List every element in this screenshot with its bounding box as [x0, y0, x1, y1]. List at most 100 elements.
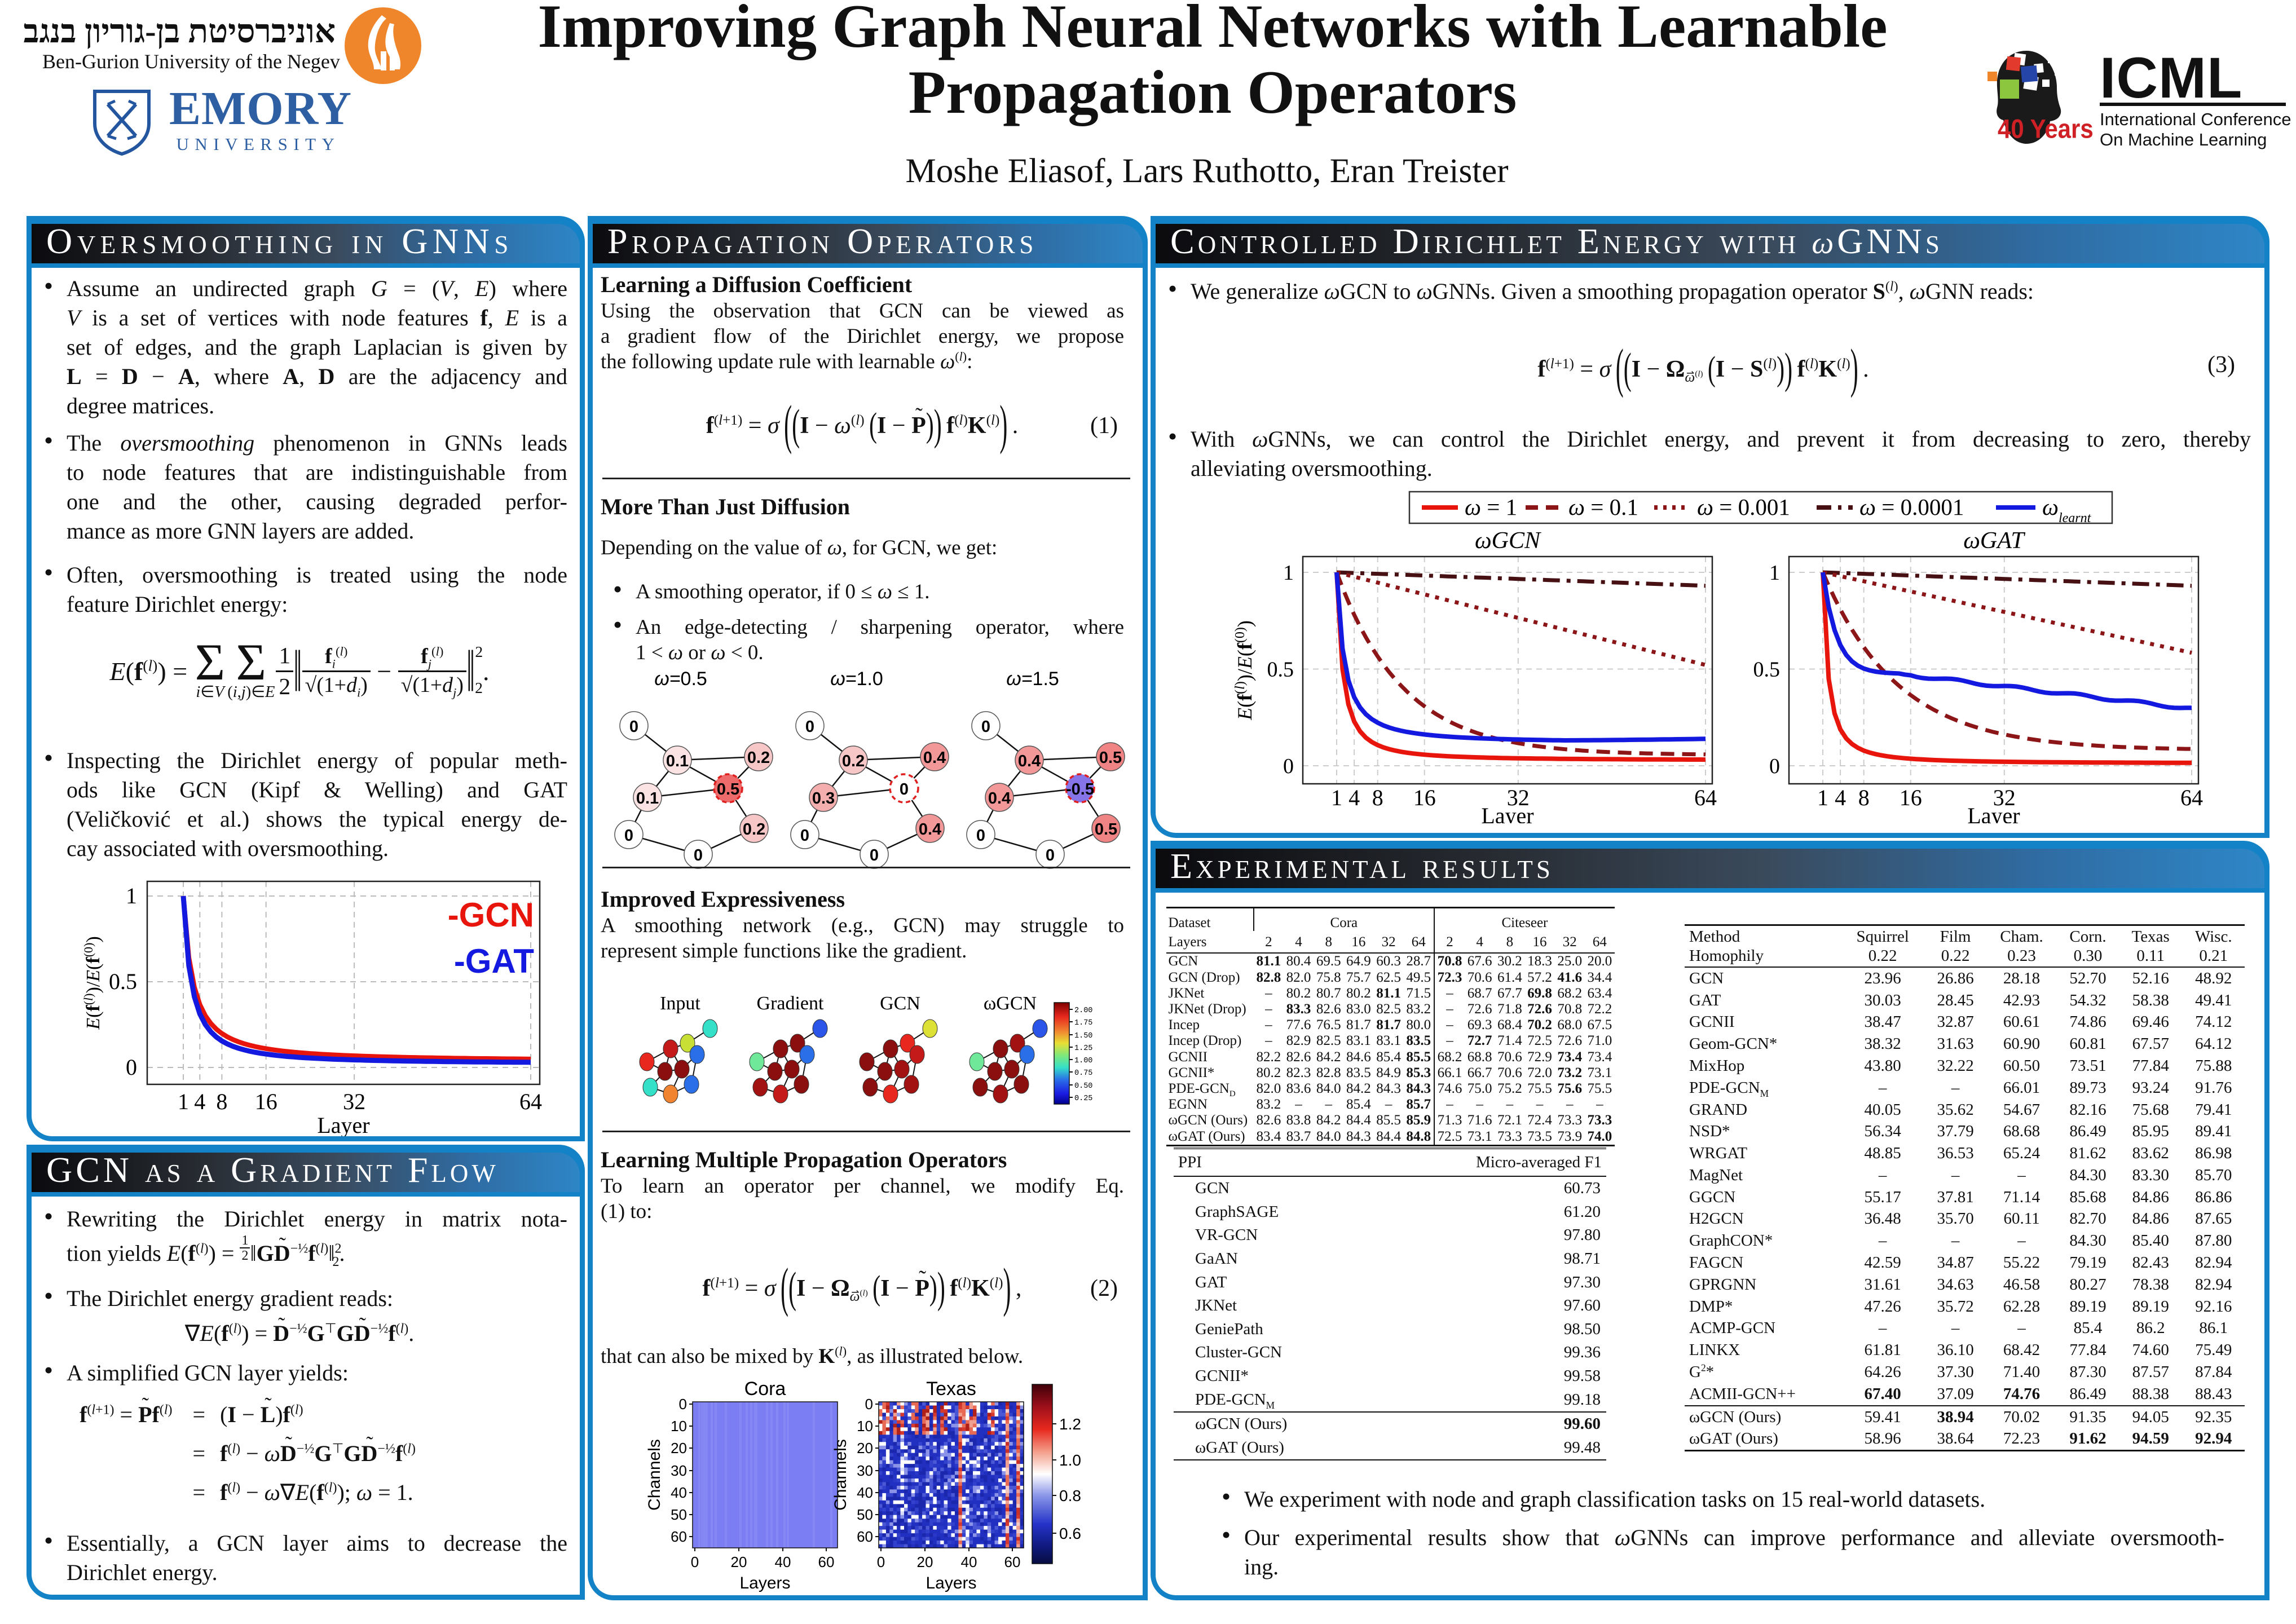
svg-text:ω=0.5: ω=0.5: [654, 668, 707, 690]
svg-text:0: 0: [976, 827, 985, 845]
svg-text:ω = 1: ω = 1: [1465, 494, 1517, 520]
svg-text:0: 0: [624, 827, 633, 845]
svg-text:20: 20: [917, 1554, 933, 1570]
svg-text:Texas: Texas: [926, 1382, 976, 1400]
svg-text:10: 10: [671, 1418, 687, 1435]
svg-text:0.5: 0.5: [717, 780, 739, 798]
svg-text:64: 64: [1694, 785, 1717, 810]
svg-text:50: 50: [857, 1506, 873, 1523]
svg-text:0: 0: [900, 780, 909, 798]
svg-text:32: 32: [1507, 785, 1530, 810]
svg-text:Channels: Channels: [831, 1439, 850, 1511]
svg-text:10: 10: [857, 1418, 873, 1435]
svg-text:64: 64: [2180, 785, 2203, 810]
svg-text:E(f(l))/E(f(0)): E(f(l))/E(f(0)): [81, 936, 104, 1030]
svg-text:0.2: 0.2: [842, 752, 865, 770]
svg-text:60: 60: [1004, 1554, 1021, 1570]
svg-text:16: 16: [255, 1089, 277, 1114]
svg-text:50: 50: [671, 1506, 687, 1523]
svg-text:1.2: 1.2: [1059, 1415, 1081, 1433]
svg-text:1: 1: [1331, 785, 1342, 810]
svg-text:Layers: Layers: [926, 1574, 976, 1592]
svg-text:2.00: 2.00: [1074, 1007, 1092, 1015]
svg-text:-0.5: -0.5: [1066, 780, 1094, 798]
svg-text:0.75: 0.75: [1074, 1069, 1092, 1078]
svg-text:0.1: 0.1: [666, 752, 689, 770]
svg-text:40: 40: [671, 1484, 687, 1501]
svg-text:0: 0: [1046, 846, 1055, 864]
svg-text:ω = 0.001: ω = 0.001: [1697, 494, 1790, 520]
svg-text:1.25: 1.25: [1074, 1044, 1092, 1053]
svg-text:4: 4: [1348, 785, 1360, 810]
svg-text:0: 0: [981, 718, 990, 736]
svg-text:0.4: 0.4: [919, 820, 941, 839]
svg-text:Layer: Layer: [1967, 803, 2020, 823]
svg-text:0: 0: [126, 1054, 137, 1080]
svg-text:40: 40: [961, 1554, 977, 1570]
svg-text:0.6: 0.6: [1059, 1525, 1081, 1542]
svg-text:32: 32: [1993, 785, 2016, 810]
svg-text:0: 0: [865, 1396, 873, 1413]
svg-text:Layers: Layers: [739, 1574, 790, 1592]
svg-text:0.3: 0.3: [812, 789, 835, 807]
svg-text:-GAT: -GAT: [454, 942, 534, 980]
svg-text:0: 0: [877, 1554, 885, 1570]
svg-text:ωGCN: ωGCN: [984, 993, 1037, 1014]
svg-text:16: 16: [1900, 785, 1922, 810]
svg-text:60: 60: [857, 1528, 873, 1545]
svg-text:0.2: 0.2: [747, 749, 770, 767]
svg-text:ωlearnt: ωlearnt: [2042, 494, 2092, 526]
svg-text:1: 1: [1817, 785, 1828, 810]
svg-text:20: 20: [731, 1554, 747, 1570]
svg-text:0.25: 0.25: [1074, 1095, 1092, 1103]
svg-text:0.4: 0.4: [988, 789, 1011, 807]
svg-text:60: 60: [671, 1528, 687, 1545]
svg-text:1: 1: [1283, 561, 1294, 585]
svg-text:0.5: 0.5: [1095, 820, 1117, 839]
svg-text:20: 20: [857, 1440, 873, 1457]
svg-text:30: 30: [857, 1462, 873, 1479]
svg-text:8: 8: [1372, 785, 1383, 810]
svg-text:0.2: 0.2: [743, 820, 765, 839]
svg-text:Channels: Channels: [645, 1439, 664, 1511]
svg-text:Cora: Cora: [744, 1382, 786, 1400]
svg-text:8: 8: [1858, 785, 1870, 810]
svg-text:0: 0: [800, 827, 809, 845]
svg-text:40: 40: [857, 1484, 873, 1501]
svg-text:0: 0: [805, 718, 814, 736]
svg-text:30: 30: [671, 1462, 687, 1479]
svg-text:GCN: GCN: [880, 993, 920, 1014]
svg-text:1.75: 1.75: [1074, 1019, 1092, 1027]
svg-text:0: 0: [1283, 754, 1294, 778]
svg-text:-GCN: -GCN: [448, 896, 534, 934]
svg-text:20: 20: [671, 1440, 687, 1457]
svg-text:Gradient: Gradient: [757, 993, 825, 1014]
svg-text:ωGAT: ωGAT: [1963, 528, 2025, 554]
svg-text:ω=1.5: ω=1.5: [1006, 668, 1059, 690]
svg-text:0: 0: [870, 846, 879, 864]
svg-text:1: 1: [126, 883, 137, 908]
svg-text:0: 0: [679, 1396, 687, 1413]
svg-text:1: 1: [178, 1089, 189, 1114]
svg-text:60: 60: [818, 1554, 835, 1570]
svg-text:40: 40: [775, 1554, 791, 1570]
svg-text:ω=1.0: ω=1.0: [830, 668, 883, 690]
svg-text:64: 64: [519, 1089, 542, 1114]
svg-text:0.4: 0.4: [1018, 752, 1041, 770]
svg-text:0: 0: [1769, 754, 1780, 778]
svg-text:0.5: 0.5: [1753, 658, 1781, 682]
svg-text:0.8: 0.8: [1059, 1487, 1081, 1504]
svg-text:0.1: 0.1: [636, 789, 659, 807]
svg-text:0.4: 0.4: [923, 749, 946, 767]
svg-text:ω = 0.0001: ω = 0.0001: [1859, 494, 1964, 520]
svg-text:0: 0: [691, 1554, 699, 1570]
svg-text:0.5: 0.5: [1099, 749, 1122, 767]
svg-text:0: 0: [694, 846, 703, 864]
svg-text:ωGCN: ωGCN: [1475, 528, 1541, 554]
svg-text:16: 16: [1413, 785, 1436, 810]
svg-text:8: 8: [216, 1089, 227, 1114]
svg-text:ω = 0.1: ω = 0.1: [1568, 494, 1638, 520]
svg-text:0.5: 0.5: [1267, 658, 1294, 682]
svg-text:1: 1: [1769, 561, 1780, 585]
svg-text:1.0: 1.0: [1059, 1451, 1081, 1469]
